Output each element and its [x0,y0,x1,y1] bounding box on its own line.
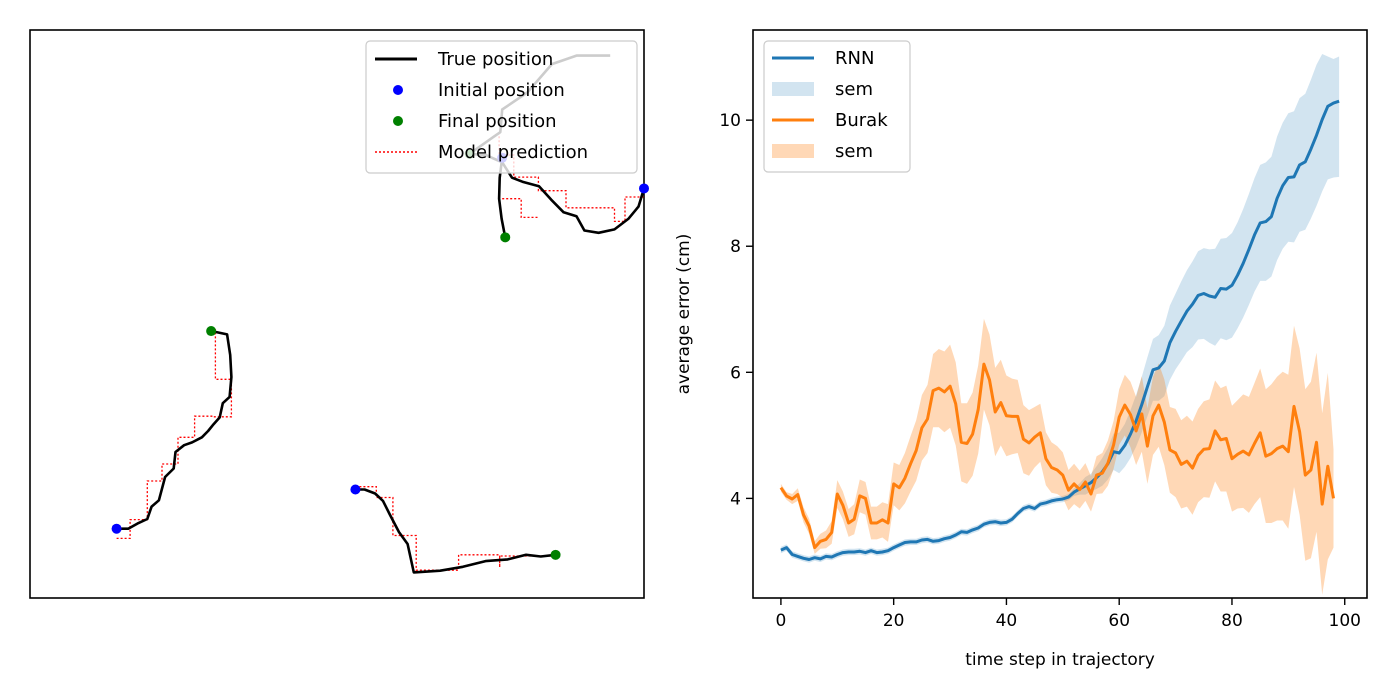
legend-label-burak-sem: sem [835,141,873,162]
error-plot-frame [752,29,1368,599]
trajectory-panel: True position Initial position Final pos… [29,29,649,599]
y-tick-label-8: 8 [730,237,741,257]
series-line-burak [779,362,1335,550]
final-position-marker-4 [500,232,511,243]
sem-band-burak [780,318,1334,595]
error-legend-box [763,40,911,173]
x-axis-ticks: 0 20 40 60 80 100 [775,598,1361,631]
true-position-path-2 [355,488,556,574]
legend-label-final-position: Final position [438,111,557,132]
error-panel: 0 20 40 60 80 100 4 6 8 10 time step in trajecto… [674,29,1368,670]
sem-band-rnn [780,54,1340,563]
true-position-path-1 [116,329,233,531]
model-prediction-path-2 [355,486,556,571]
legend-swatch-initial-position [393,85,403,95]
initial-position-marker-2 [350,484,361,495]
legend-label-rnn: RNN [835,48,874,69]
initial-position-marker-1 [111,523,122,534]
x-tick-label-20: 20 [883,611,905,631]
legend-label-burak: Burak [835,110,888,131]
series-line-rnn [780,99,1340,561]
legend-label-rnn-sem: sem [835,79,873,100]
y-axis-ticks: 4 6 8 10 [719,111,753,509]
y-axis-label: average error (cm) [674,234,694,395]
x-axis-label: time step in trajectory [965,650,1155,670]
legend-label-true-position: True position [437,49,553,70]
x-tick-label-40: 40 [996,611,1018,631]
x-tick-label-100: 100 [1329,611,1361,631]
final-position-marker-1 [206,326,217,337]
initial-position-marker-3 [639,183,649,194]
y-tick-label-6: 6 [730,363,741,383]
model-prediction-path-1 [116,329,233,540]
y-tick-label-10: 10 [719,111,741,131]
final-position-marker-2 [550,549,561,560]
legend-swatch-burak-sem [772,144,814,158]
x-tick-label-80: 80 [1221,611,1243,631]
trajectory-legend-box [365,40,638,174]
model-prediction-path-4 [502,198,539,219]
y-tick-label-4: 4 [730,489,741,509]
legend-label-model-prediction: Model prediction [438,142,588,163]
sem-bands [780,54,1340,595]
error-lines [779,99,1340,561]
legend-label-initial-position: Initial position [438,80,565,101]
trajectory-legend: True position Initial position Final pos… [365,40,638,174]
trajectory-plot-frame [29,29,645,599]
legend-swatch-final-position [393,116,403,126]
error-legend: RNN sem Burak sem [763,40,911,173]
x-tick-label-0: 0 [775,611,786,631]
legend-swatch-rnn-sem [772,82,814,96]
x-tick-label-60: 60 [1108,611,1130,631]
